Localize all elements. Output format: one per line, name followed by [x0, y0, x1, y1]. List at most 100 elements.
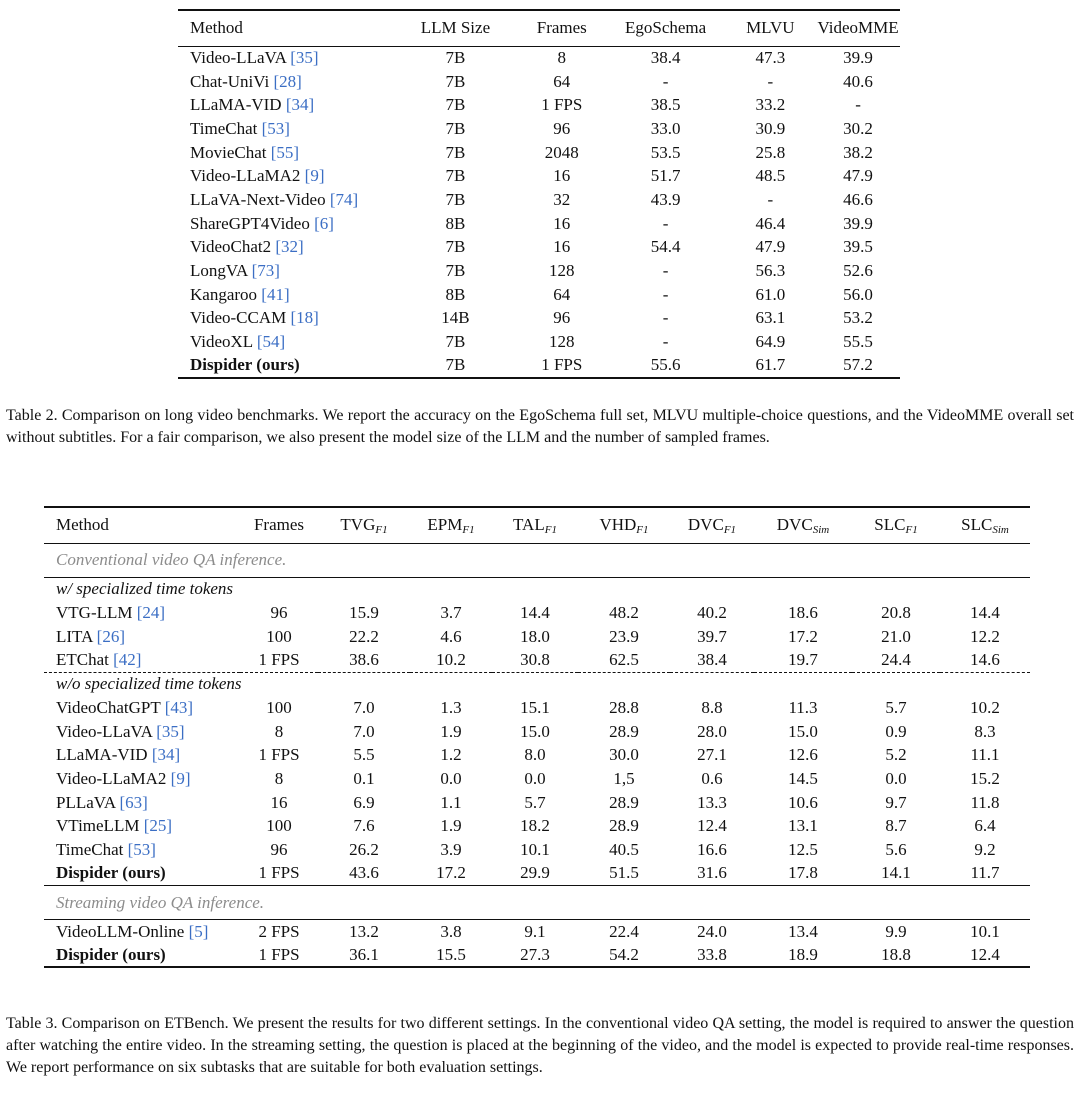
- header-label: Frames: [253, 515, 305, 535]
- citation-link[interactable]: [54]: [256, 332, 286, 352]
- table-cell: 20.8: [881, 602, 911, 622]
- table-row: LongVA [73] 7B 128 - 56.3 52.6: [178, 259, 900, 283]
- table-cell: 10.6: [788, 792, 818, 812]
- citation-link[interactable]: [55]: [270, 142, 300, 162]
- citation-link[interactable]: [53]: [261, 118, 290, 138]
- table-cell: 21.0: [881, 626, 911, 646]
- table-cell: 14.4: [970, 602, 1000, 622]
- table-cell: 39.5: [843, 237, 873, 257]
- table-cell: 19.7: [788, 649, 818, 669]
- header-subscript: F1: [723, 523, 737, 536]
- header-subscript: F1: [636, 523, 649, 536]
- method-name: Dispider (ours): [56, 863, 166, 883]
- method-cell: Dispider (ours): [44, 943, 240, 967]
- table-cell: 100: [266, 626, 292, 646]
- table-cell: 7B: [445, 71, 466, 91]
- table-cell: 14.5: [788, 768, 818, 788]
- table-cell: 5.5: [353, 745, 375, 765]
- table-cell: 3.9: [440, 840, 462, 860]
- table-3-caption: Table 3. Comparison on ETBench. We prese…: [6, 1015, 1074, 1076]
- table-cell: 18.9: [788, 944, 818, 964]
- citation-link[interactable]: [32]: [275, 237, 304, 257]
- method-name: LLaMA-VID: [56, 745, 148, 765]
- table-cell: 28.9: [609, 792, 639, 812]
- table-cell: 0.0: [440, 768, 462, 788]
- table-cell: 54.2: [609, 944, 639, 964]
- table-cell: 28.9: [609, 816, 639, 836]
- citation-link[interactable]: [63]: [119, 792, 148, 812]
- table-cell: 43.6: [349, 863, 379, 883]
- table-cell: 26.2: [349, 840, 379, 860]
- method-cell: TimeChat [53]: [178, 117, 394, 141]
- table-cell: 33.8: [697, 944, 727, 964]
- table-row: PLLaVA [63] 16 6.9 1.1 5.7 28.9 13.3 10.6 9.7 11.…: [44, 791, 1030, 815]
- citation-link[interactable]: [24]: [136, 602, 166, 622]
- table-row: MovieChat [55] 7B 2048 53.5 25.8 38.2: [178, 141, 900, 165]
- table-cell: 7B: [445, 166, 466, 186]
- table-cell: 1.3: [440, 697, 462, 717]
- citation-link[interactable]: [34]: [285, 95, 315, 115]
- method-name: LLaVA-Next-Video: [190, 189, 326, 209]
- citation-link[interactable]: [74]: [329, 189, 359, 209]
- header-label: VHD: [599, 514, 637, 534]
- citation-link[interactable]: [41]: [261, 284, 290, 304]
- method-name: VideoChatGPT: [56, 697, 161, 717]
- table-cell: 47.3: [755, 48, 786, 68]
- method-cell: VideoChatGPT [43]: [44, 696, 240, 720]
- subsection-without-time-tokens-label: w/o specialized time tokens: [56, 674, 242, 694]
- table-cell: 24.4: [881, 649, 911, 669]
- table-cell: 16: [553, 237, 571, 257]
- table-row: VTimeLLM [25] 100 7.6 1.9 18.2 28.9 12.4 13.1 8.…: [44, 815, 1030, 839]
- table-row: Video-LLaVA [35] 7B 8 38.4 47.3 39.9: [178, 46, 900, 70]
- citation-link[interactable]: [25]: [143, 816, 173, 836]
- method-name: Chat-UniVi: [190, 71, 270, 91]
- table-cell: 1 FPS: [541, 95, 583, 115]
- table-cell: 1 FPS: [258, 649, 300, 669]
- citation-link[interactable]: [5]: [188, 921, 209, 941]
- table-cell: 12.2: [970, 626, 1000, 646]
- citation-link[interactable]: [9]: [170, 768, 191, 788]
- table-cell: 128: [549, 332, 575, 352]
- citation-link[interactable]: [43]: [164, 697, 194, 717]
- subsection-with-time-tokens-label: w/ specialized time tokens: [56, 579, 234, 599]
- table-cell: 13.1: [788, 816, 818, 836]
- table-cell: 8.8: [701, 697, 723, 717]
- table-row: Dispider (ours) 1 FPS 36.1 15.5 27.3 54.2 33.8…: [44, 943, 1030, 967]
- table-cell: 8: [557, 48, 567, 68]
- table-cell: -: [662, 332, 669, 352]
- table-cell: 51.5: [609, 863, 639, 883]
- citation-link[interactable]: [53]: [127, 840, 156, 860]
- column-header: EPMF1: [410, 507, 492, 543]
- table-cell: -: [855, 95, 861, 115]
- table-cell: 38.4: [697, 649, 727, 669]
- citation-link[interactable]: [28]: [273, 71, 302, 91]
- table-cell: 3.8: [440, 921, 462, 941]
- table-row: Video-LLaVA [35] 8 7.0 1.9 15.0 28.9 28.0 15.0 0…: [44, 720, 1030, 744]
- table-row: LITA [26] 100 22.2 4.6 18.0 23.9 39.7 17.2 21.0 1…: [44, 625, 1030, 649]
- table-cell: 96: [270, 840, 288, 860]
- citation-link[interactable]: [9]: [304, 166, 325, 186]
- table-cell: 46.6: [843, 189, 873, 209]
- table-cell: 12.4: [970, 944, 1000, 964]
- column-header: SLCF1: [852, 507, 940, 543]
- table-cell: 3.7: [440, 602, 462, 622]
- citation-link[interactable]: [42]: [113, 649, 142, 669]
- method-cell: VTG-LLM [24]: [44, 601, 240, 625]
- citation-link[interactable]: [6]: [314, 213, 334, 233]
- method-cell: PLLaVA [63]: [44, 791, 240, 815]
- column-header: Frames: [240, 507, 318, 543]
- table-cell: 7B: [445, 261, 466, 281]
- table-cell: 11.7: [970, 863, 1000, 883]
- column-header: TALF1: [492, 507, 578, 543]
- table-cell: 7.0: [353, 721, 375, 741]
- citation-link[interactable]: [35]: [290, 48, 319, 68]
- header-label: TVG: [340, 514, 376, 534]
- citation-link[interactable]: [18]: [290, 308, 319, 328]
- table-cell: 52.6: [843, 261, 873, 281]
- citation-link[interactable]: [34]: [151, 745, 181, 765]
- citation-link[interactable]: [26]: [96, 626, 125, 646]
- citation-link[interactable]: [35]: [156, 721, 185, 741]
- citation-link[interactable]: [73]: [251, 261, 280, 281]
- table-cell: 15.1: [520, 697, 550, 717]
- table-cell: 11.3: [788, 697, 818, 717]
